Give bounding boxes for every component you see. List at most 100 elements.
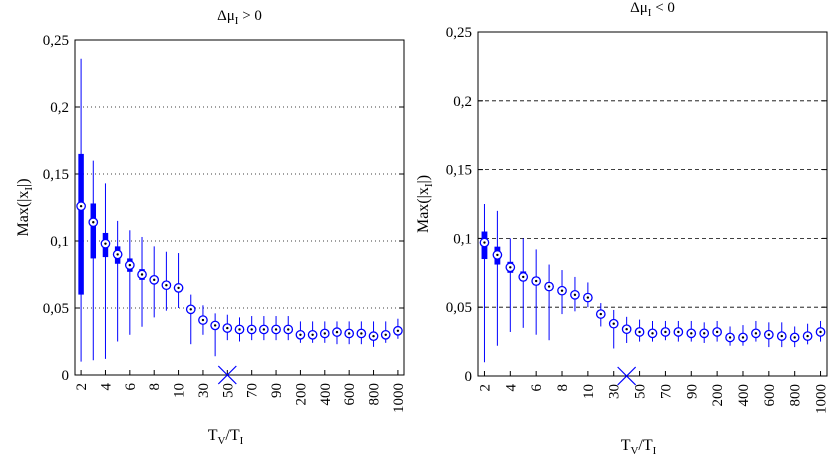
median-dot xyxy=(599,312,602,316)
median-dot xyxy=(754,332,758,335)
median-dot xyxy=(226,326,229,330)
median-dot xyxy=(274,328,278,331)
median-dot xyxy=(483,241,486,244)
median-dot xyxy=(116,253,119,256)
median-dot xyxy=(140,273,144,276)
median-dot xyxy=(625,328,628,331)
median-dot xyxy=(92,221,95,224)
median-dot xyxy=(372,334,375,338)
median-dot xyxy=(177,286,180,290)
y-tick-label: 0,2 xyxy=(453,94,472,110)
y-tick-label: 0,25 xyxy=(43,33,69,49)
median-dot xyxy=(534,279,538,283)
median-dot xyxy=(287,328,290,331)
y-tick-label: 0,1 xyxy=(453,231,472,247)
median-dot xyxy=(128,263,132,267)
median-dot xyxy=(728,336,732,339)
median-dot xyxy=(767,333,771,336)
median-dot xyxy=(79,204,83,208)
y-tick-label: 0,25 xyxy=(446,25,472,41)
median-dot xyxy=(664,330,667,334)
x-tick-label: 6 xyxy=(529,384,545,392)
chart-title: ΔμI > 0 xyxy=(217,8,262,27)
median-dot xyxy=(522,275,525,279)
x-axis-label: TV/TI xyxy=(621,437,657,457)
x-tick-label: 600 xyxy=(762,384,778,407)
median-dot xyxy=(213,324,217,327)
median-dot xyxy=(612,322,615,325)
median-dot xyxy=(690,332,693,335)
median-dot xyxy=(651,332,654,335)
x-tick-label: 8 xyxy=(555,384,571,392)
median-dot xyxy=(560,289,564,292)
x-tick-label: 800 xyxy=(367,383,383,406)
x-tick-label: 50 xyxy=(220,383,236,398)
x-tick-label: 8 xyxy=(147,383,163,391)
y-tick-label: 0,15 xyxy=(446,163,472,179)
median-dot xyxy=(360,332,363,335)
y-tick-label: 0,2 xyxy=(50,100,69,116)
x-tick-label: 90 xyxy=(269,383,285,398)
median-dot xyxy=(201,318,205,322)
x-tick-label: 6 xyxy=(123,383,139,391)
x-axis-label: TV/TI xyxy=(208,427,244,447)
x-tick-label: 4 xyxy=(98,383,114,391)
x-tick-label: 90 xyxy=(684,384,700,399)
x-tick-label: 1000 xyxy=(391,383,407,413)
median-dot xyxy=(586,296,590,299)
median-dot xyxy=(250,328,253,331)
median-dot xyxy=(104,242,107,245)
median-dot xyxy=(819,330,822,334)
median-dot xyxy=(262,328,266,331)
median-dot xyxy=(335,330,339,334)
median-dot xyxy=(496,253,499,257)
x-tick-label: 1000 xyxy=(814,384,830,414)
x-tick-label: 70 xyxy=(658,384,674,399)
x-tick-label: 2 xyxy=(74,383,90,391)
x-tick-label: 400 xyxy=(736,384,752,407)
x-tick-label: 10 xyxy=(172,383,188,398)
median-dot xyxy=(677,330,680,334)
y-tick-label: 0,05 xyxy=(446,300,472,316)
median-dot xyxy=(638,330,641,334)
median-dot xyxy=(703,332,706,335)
x-tick-label: 30 xyxy=(607,384,623,399)
median-dot xyxy=(741,336,745,339)
median-dot xyxy=(323,332,326,335)
chart-panel-positive: 0 0,05 0,1 0,15 0,2 0,25 2 4 6 8 10 30 50 70 90 200 400 6… xyxy=(15,8,407,447)
median-dot xyxy=(780,334,783,338)
x-tick-label: 800 xyxy=(788,384,804,407)
x-tick-label: 30 xyxy=(196,383,212,398)
x-tick-label: 50 xyxy=(633,384,649,399)
x-tick-label: 600 xyxy=(342,383,358,406)
box xyxy=(78,153,84,295)
median-dot xyxy=(299,333,302,336)
y-tick-label: 0 xyxy=(62,368,70,384)
median-dot xyxy=(347,332,351,335)
chart-panel-negative: 0 0,05 0,1 0,15 0,2 0,25 2 4 6 8 10 30 50 70 90 200 400 6… xyxy=(415,0,830,457)
x-tick-label: 70 xyxy=(245,383,261,398)
x-tick-label: 200 xyxy=(710,384,726,407)
box xyxy=(90,203,97,259)
reference-marker xyxy=(617,366,637,386)
median-dot xyxy=(573,293,577,297)
x-tick-label: 4 xyxy=(503,384,519,392)
median-dot xyxy=(311,333,314,336)
y-tick-label: 0,15 xyxy=(43,167,69,183)
y-tick-label: 0,05 xyxy=(43,301,69,317)
median-dot xyxy=(165,284,168,287)
y-axis-label: Max(|xI|) xyxy=(415,175,435,233)
median-dot xyxy=(238,328,241,331)
median-dot xyxy=(806,334,809,338)
median-dot xyxy=(153,278,156,282)
x-tick-label: 10 xyxy=(581,384,597,399)
axes-frame xyxy=(477,31,828,377)
median-dot xyxy=(396,329,400,332)
y-tick-label: 0 xyxy=(465,369,473,385)
x-tick-label: 2 xyxy=(477,384,493,392)
axes-frame xyxy=(74,39,405,376)
median-dot xyxy=(793,336,796,339)
median-dot xyxy=(547,285,551,288)
x-tick-label: 200 xyxy=(293,383,309,406)
